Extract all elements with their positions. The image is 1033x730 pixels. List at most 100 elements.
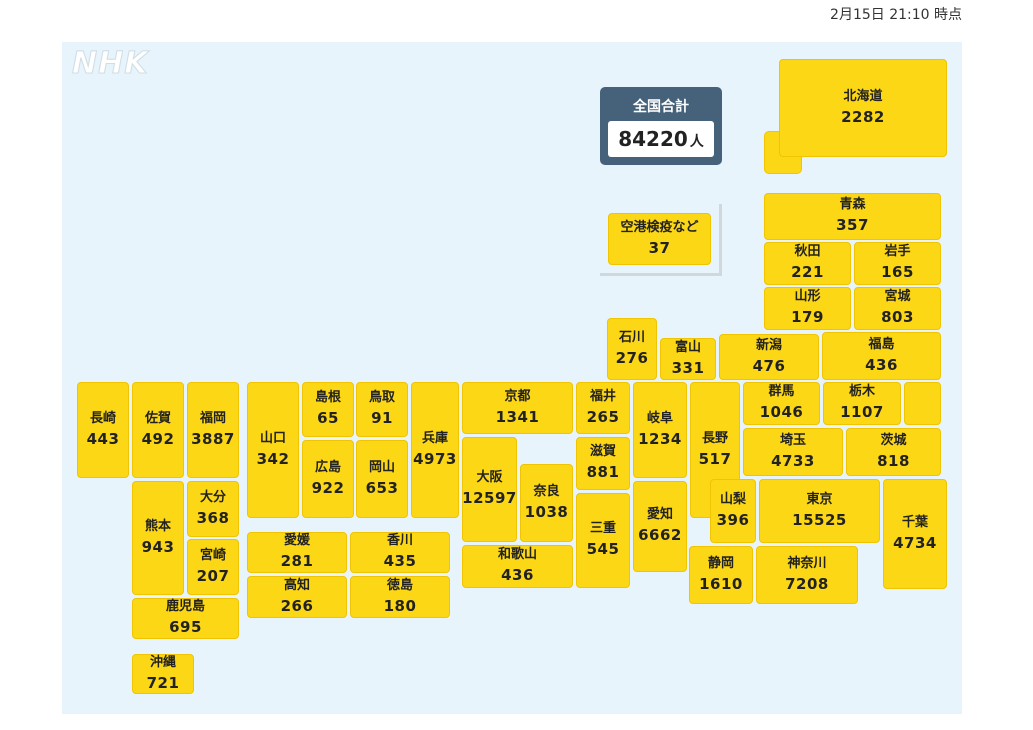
pref-saga[interactable]: 佐賀 492 — [132, 382, 184, 478]
pref-name: 熊本 — [144, 518, 171, 534]
pref-miyazaki[interactable]: 宮崎 207 — [187, 539, 239, 595]
pref-count: 4733 — [771, 451, 815, 470]
pref-count: 653 — [365, 478, 399, 497]
pref-name: 秋田 — [794, 244, 821, 260]
pref-ibaraki-north-part — [904, 382, 941, 425]
airport-quarantine-tile[interactable]: 空港検疫など 37 — [608, 213, 711, 265]
pref-name: 滋賀 — [589, 444, 616, 460]
pref-tokushima[interactable]: 徳島 180 — [350, 576, 450, 618]
pref-name: 鹿児島 — [165, 599, 205, 615]
pref-aomori[interactable]: 青森 357 — [764, 193, 941, 240]
pref-name: 高知 — [283, 577, 310, 593]
pref-fukuoka[interactable]: 福岡 3887 — [187, 382, 239, 478]
airport-quarantine-name: 空港検疫など — [620, 219, 699, 235]
pref-count: 1038 — [524, 502, 569, 521]
pref-name: 千葉 — [901, 514, 928, 530]
pref-niigata[interactable]: 新潟 476 — [719, 334, 819, 380]
pref-count: 179 — [791, 308, 824, 327]
pref-kochi[interactable]: 高知 266 — [247, 576, 347, 618]
pref-name: 北海道 — [843, 88, 883, 104]
pref-okinawa[interactable]: 沖縄 721 — [132, 654, 194, 694]
pref-name: 愛知 — [646, 507, 673, 523]
pref-kagoshima[interactable]: 鹿児島 695 — [132, 598, 239, 639]
pref-kumamoto[interactable]: 熊本 943 — [132, 481, 184, 595]
pref-ishikawa[interactable]: 石川 276 — [607, 318, 657, 380]
pref-kagawa[interactable]: 香川 435 — [350, 532, 450, 573]
pref-count: 818 — [877, 451, 910, 470]
pref-name: 島根 — [314, 390, 341, 406]
pref-name: 大阪 — [476, 470, 503, 486]
pref-wakayama[interactable]: 和歌山 436 — [462, 545, 573, 588]
pref-osaka[interactable]: 大阪 12597 — [462, 437, 517, 542]
pref-count: 65 — [317, 409, 339, 428]
pref-shizuoka[interactable]: 静岡 1610 — [689, 546, 753, 604]
pref-ehime[interactable]: 愛媛 281 — [247, 532, 347, 573]
pref-oita[interactable]: 大分 368 — [187, 481, 239, 537]
pref-name: 兵庫 — [421, 430, 448, 446]
pref-count: 266 — [280, 596, 314, 615]
pref-name: 群馬 — [768, 384, 795, 400]
pref-count: 357 — [836, 216, 869, 235]
pref-hokkaido[interactable]: 北海道 2282 — [779, 59, 947, 157]
pref-gifu[interactable]: 岐阜 1234 — [633, 382, 687, 478]
pref-shimane[interactable]: 島根 65 — [302, 382, 354, 437]
pref-saitama[interactable]: 埼玉 4733 — [743, 428, 843, 476]
pref-nagasaki[interactable]: 長崎 443 — [77, 382, 129, 478]
pref-count: 545 — [586, 540, 620, 559]
pref-count: 1046 — [759, 403, 804, 422]
pref-mie[interactable]: 三重 545 — [576, 493, 630, 588]
pref-count: 436 — [501, 566, 534, 585]
national-total-label: 全国合計 — [633, 99, 689, 115]
pref-count: 265 — [586, 407, 620, 426]
pref-count: 331 — [671, 358, 705, 377]
pref-kyoto[interactable]: 京都 1341 — [462, 382, 573, 434]
pref-count: 91 — [371, 409, 393, 428]
pref-ibaraki[interactable]: 茨城 818 — [846, 428, 941, 476]
pref-fukushima[interactable]: 福島 436 — [822, 332, 941, 380]
pref-chiba[interactable]: 千葉 4734 — [883, 479, 947, 589]
pref-count: 517 — [698, 449, 732, 468]
pref-count: 4973 — [413, 449, 457, 468]
pref-name: 神奈川 — [787, 555, 827, 571]
pref-toyama[interactable]: 富山 331 — [660, 338, 716, 380]
pref-name: 山形 — [794, 289, 821, 305]
pref-count: 396 — [716, 510, 750, 529]
pref-count: 881 — [586, 463, 620, 482]
pref-akita[interactable]: 秋田 221 — [764, 242, 851, 285]
pref-count: 492 — [141, 429, 175, 448]
pref-name: 京都 — [504, 388, 531, 404]
pref-shiga[interactable]: 滋賀 881 — [576, 437, 630, 490]
pref-name: 三重 — [589, 521, 616, 537]
pref-count: 943 — [141, 537, 175, 556]
pref-name: 香川 — [386, 533, 413, 549]
pref-nara[interactable]: 奈良 1038 — [520, 464, 573, 542]
nhk-logo: NHK — [71, 46, 149, 82]
pref-name: 静岡 — [707, 555, 734, 571]
pref-name: 奈良 — [533, 483, 560, 499]
pref-hiroshima[interactable]: 広島 922 — [302, 440, 354, 518]
pref-miyagi[interactable]: 宮城 803 — [854, 287, 941, 330]
pref-yamanashi[interactable]: 山梨 396 — [710, 479, 756, 543]
pref-fukui[interactable]: 福井 265 — [576, 382, 630, 434]
pref-name: 鳥取 — [368, 390, 395, 406]
pref-count: 803 — [881, 308, 914, 327]
pref-tochigi[interactable]: 栃木 1107 — [823, 382, 901, 425]
airport-tile-shadow — [600, 273, 722, 276]
pref-name: 山口 — [259, 430, 286, 446]
pref-count: 695 — [169, 618, 202, 637]
pref-count: 2282 — [841, 107, 885, 126]
pref-kanagawa[interactable]: 神奈川 7208 — [756, 546, 858, 604]
pref-tottori[interactable]: 鳥取 91 — [356, 382, 408, 437]
pref-yamaguchi[interactable]: 山口 342 — [247, 382, 299, 518]
pref-tokyo[interactable]: 東京 15525 — [759, 479, 880, 543]
pref-name: 佐賀 — [144, 410, 171, 426]
pref-name: 岡山 — [368, 459, 395, 475]
pref-aichi[interactable]: 愛知 6662 — [633, 481, 687, 572]
pref-okayama[interactable]: 岡山 653 — [356, 440, 408, 518]
pref-count: 276 — [615, 348, 649, 367]
pref-yamagata[interactable]: 山形 179 — [764, 287, 851, 330]
pref-iwate[interactable]: 岩手 165 — [854, 242, 941, 285]
pref-hyogo[interactable]: 兵庫 4973 — [411, 382, 459, 518]
pref-gunma[interactable]: 群馬 1046 — [743, 382, 820, 425]
pref-count: 1234 — [638, 429, 682, 448]
